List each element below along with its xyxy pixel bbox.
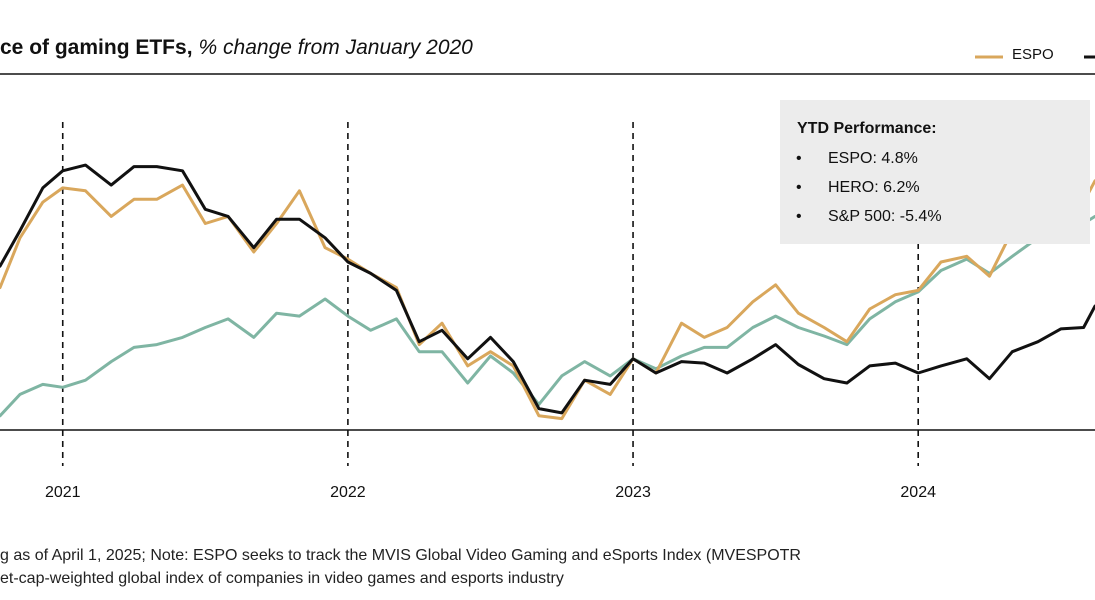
ytd-item-hero: • HERO: 6.2% [796,179,920,197]
x-tick-label: 2021 [45,484,81,501]
x-tick-label: 2023 [615,484,651,501]
axes [0,73,1095,431]
bullet-icon: • [796,208,802,225]
footnote-line-2: et-cap-weighted global index of companie… [0,570,564,587]
x-tick-label: 2024 [900,484,936,501]
ytd-item-label: HERO: 6.2% [828,179,920,196]
chart-title-italic: % change from January 2020 [198,36,473,59]
ytd-title: YTD Performance: [797,120,937,137]
bullet-icon: • [796,179,802,196]
bullet-icon: • [796,150,802,167]
ytd-performance-box: YTD Performance: • ESPO: 4.8% • HERO: 6.2%… [780,100,1090,244]
x-tick-label: 2022 [330,484,366,501]
ytd-item-espo: • ESPO: 4.8% [796,150,918,168]
x-tick-labels: 2021 2022 2023 2024 [45,484,936,501]
series-lines [0,163,1095,421]
series-line-s-p-500 [0,163,1095,415]
chart-title-bold: ce of gaming ETFs, [0,36,193,59]
series-line-espo [0,179,1095,421]
ytd-item-sp500: • S&P 500: -5.4% [796,208,942,226]
footnote-line-1: g as of April 1, 2025; Note: ESPO seeks … [0,547,801,564]
chart-title: ce of gaming ETFs,% change from January … [0,36,473,60]
legend-label-espo: ESPO [1012,46,1054,63]
ytd-item-label: ESPO: 4.8% [828,150,918,167]
ytd-item-label: S&P 500: -5.4% [828,208,942,225]
series-line-hero [0,214,1095,418]
